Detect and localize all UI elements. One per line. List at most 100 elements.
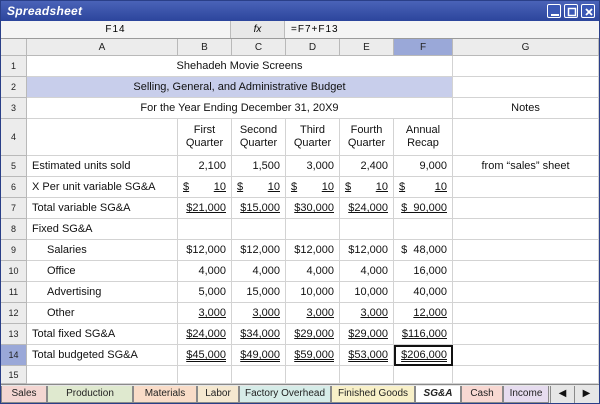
cell-f6[interactable]: $10 [394,177,453,198]
row-header-9[interactable]: 9 [1,240,27,261]
row-header-13[interactable]: 13 [1,324,27,345]
cell-d7[interactable]: $30,000 [286,198,340,219]
cell-d9[interactable]: $12,000 [286,240,340,261]
cell-c12[interactable]: 3,000 [232,303,286,324]
cell-a2-title[interactable]: Selling, General, and Administrative Bud… [27,77,453,98]
cell-e6[interactable]: $10 [340,177,394,198]
cell-g15[interactable] [453,366,599,384]
cell-a14[interactable]: Total budgeted SG&A [27,345,178,366]
cell-b14[interactable]: $45,000 [178,345,232,366]
row-header-5[interactable]: 5 [1,156,27,177]
cell-g1[interactable] [453,56,599,77]
tab-labor[interactable]: Labor [197,386,239,403]
cell-b5[interactable]: 2,100 [178,156,232,177]
minimize-button[interactable] [547,4,561,18]
cell-g8[interactable] [453,219,599,240]
cell-c7[interactable]: $15,000 [232,198,286,219]
cell-f7[interactable]: $ 90,000 [394,198,453,219]
cell-a3-title[interactable]: For the Year Ending December 31, 20X9 [27,98,453,119]
cell-reference-box[interactable]: F14 [1,21,231,38]
cell-a6[interactable]: X Per unit variable SG&A [27,177,178,198]
cell-a5[interactable]: Estimated units sold [27,156,178,177]
cell-b15[interactable] [178,366,232,384]
cell-a4[interactable] [27,119,178,156]
tab-materials[interactable]: Materials [133,386,197,403]
cell-a9[interactable]: Salaries [27,240,178,261]
cell-g6[interactable] [453,177,599,198]
column-header-c[interactable]: C [232,39,286,56]
tab-income[interactable]: Income [503,386,549,403]
cell-d14[interactable]: $59,000 [286,345,340,366]
cell-c6[interactable]: $10 [232,177,286,198]
cell-c4-header[interactable]: Second Quarter [232,119,286,156]
cell-f9[interactable]: $ 48,000 [394,240,453,261]
row-header-2[interactable]: 2 [1,77,27,98]
cell-c10[interactable]: 4,000 [232,261,286,282]
cell-a10[interactable]: Office [27,261,178,282]
cell-e11[interactable]: 10,000 [340,282,394,303]
cell-e15[interactable] [340,366,394,384]
cell-f4-header[interactable]: Annual Recap [394,119,453,156]
cell-b8[interactable] [178,219,232,240]
row-header-8[interactable]: 8 [1,219,27,240]
cell-f11[interactable]: 40,000 [394,282,453,303]
next-tab-arrow-icon[interactable]: ▶ [574,386,598,403]
cell-g11[interactable] [453,282,599,303]
cell-e4-header[interactable]: Fourth Quarter [340,119,394,156]
cell-b6[interactable]: $10 [178,177,232,198]
column-header-f[interactable]: F [394,39,453,56]
cell-c11[interactable]: 15,000 [232,282,286,303]
row-header-6[interactable]: 6 [1,177,27,198]
cell-g14[interactable] [453,345,599,366]
tab-sales[interactable]: Sales [1,386,47,403]
cell-a11[interactable]: Advertising [27,282,178,303]
cell-b4-header[interactable]: First Quarter [178,119,232,156]
cell-b12[interactable]: 3,000 [178,303,232,324]
row-header-3[interactable]: 3 [1,98,27,119]
cell-d8[interactable] [286,219,340,240]
cell-e12[interactable]: 3,000 [340,303,394,324]
cell-b7[interactable]: $21,000 [178,198,232,219]
cell-g5-note[interactable]: from “sales” sheet [453,156,599,177]
close-button[interactable] [581,4,595,18]
cell-f13[interactable]: $116,000 [394,324,453,345]
column-header-d[interactable]: D [286,39,340,56]
cell-g4[interactable] [453,119,599,156]
cell-g9[interactable] [453,240,599,261]
tab-cash[interactable]: Cash [461,386,503,403]
cell-f5[interactable]: 9,000 [394,156,453,177]
cell-d12[interactable]: 3,000 [286,303,340,324]
row-header-4[interactable]: 4 [1,119,27,156]
maximize-button[interactable] [564,4,578,18]
cell-e5[interactable]: 2,400 [340,156,394,177]
row-header-1[interactable]: 1 [1,56,27,77]
cell-d5[interactable]: 3,000 [286,156,340,177]
cell-c15[interactable] [232,366,286,384]
cell-a15[interactable] [27,366,178,384]
cell-c13[interactable]: $34,000 [232,324,286,345]
row-header-14[interactable]: 14 [1,345,27,366]
cell-d6[interactable]: $10 [286,177,340,198]
cell-g12[interactable] [453,303,599,324]
formula-input[interactable]: =F7+F13 [291,24,339,35]
cell-c5[interactable]: 1,500 [232,156,286,177]
cell-f15[interactable] [394,366,453,384]
cell-d11[interactable]: 10,000 [286,282,340,303]
prev-tab-arrow-icon[interactable]: ◀ [550,386,574,403]
row-header-11[interactable]: 11 [1,282,27,303]
cell-a7[interactable]: Total variable SG&A [27,198,178,219]
row-header-7[interactable]: 7 [1,198,27,219]
cell-b10[interactable]: 4,000 [178,261,232,282]
cell-e8[interactable] [340,219,394,240]
row-header-15[interactable]: 15 [1,366,27,384]
cell-d13[interactable]: $29,000 [286,324,340,345]
cell-g10[interactable] [453,261,599,282]
cell-f12[interactable]: 12,000 [394,303,453,324]
cell-d4-header[interactable]: Third Quarter [286,119,340,156]
cell-b13[interactable]: $24,000 [178,324,232,345]
tab-production[interactable]: Production [47,386,133,403]
cell-a8[interactable]: Fixed SG&A [27,219,178,240]
cell-g7[interactable] [453,198,599,219]
tab-sga[interactable]: SG&A [415,386,461,403]
cell-c14[interactable]: $49,000 [232,345,286,366]
